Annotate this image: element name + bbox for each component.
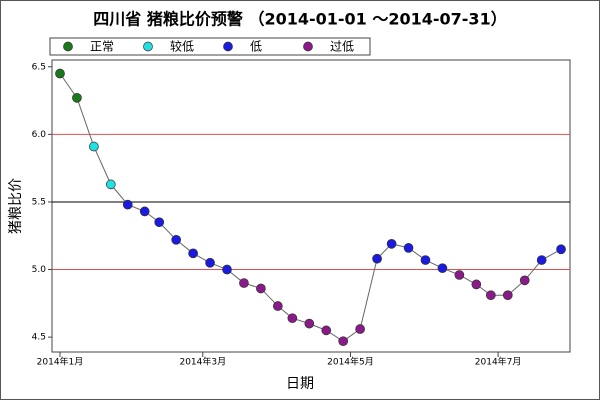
point: [304, 318, 315, 329]
connector: [359, 258, 378, 330]
point: [122, 199, 133, 210]
x-tick-label: 2014年1月: [37, 356, 84, 368]
x-tick-label: 2014年7月: [475, 356, 522, 368]
point: [321, 325, 332, 336]
point: [154, 217, 165, 228]
point: [272, 301, 283, 311]
chart-title: 四川省 猪粮比价预警 （2014-01-01 ～2014-07-31）: [93, 10, 506, 29]
point: [437, 263, 448, 274]
point: [287, 313, 298, 324]
point: [454, 270, 465, 280]
connector: [93, 146, 112, 185]
legend-box: [49, 37, 371, 56]
point: [72, 93, 82, 103]
point: [471, 279, 482, 290]
point: [485, 290, 496, 301]
legend-marker: [63, 41, 73, 52]
point: [502, 290, 513, 301]
point: [372, 253, 382, 264]
point: [338, 336, 349, 347]
point: [256, 283, 266, 294]
point: [355, 324, 365, 334]
point: [386, 239, 397, 249]
point: [222, 264, 232, 275]
y-tick-label: 6.0: [32, 130, 47, 140]
point: [188, 248, 198, 259]
x-tick-label: 2014年3月: [179, 356, 226, 368]
plot-area: [51, 59, 571, 353]
connector: [59, 73, 78, 99]
point: [239, 278, 249, 288]
y-tick-label: 5.0: [32, 265, 47, 275]
point: [403, 243, 414, 253]
y-tick-label: 4.5: [32, 333, 46, 343]
x-axis-label: 日期: [286, 376, 314, 392]
legend-label: 较低: [170, 39, 194, 54]
y-tick-label: 5.5: [32, 197, 46, 207]
point: [89, 141, 99, 152]
point: [420, 255, 431, 265]
y-tick-label: 6.5: [32, 62, 46, 72]
point: [139, 206, 150, 217]
legend-label: 过低: [330, 40, 354, 54]
connector: [76, 97, 95, 147]
point: [55, 68, 65, 79]
legend-marker: [143, 41, 153, 52]
point: [536, 255, 547, 265]
y-axis-label: 猪粮比价: [8, 178, 24, 234]
point: [205, 257, 215, 268]
legend-marker: [223, 41, 233, 52]
point: [105, 179, 116, 190]
x-tick-label: 2014年5月: [327, 356, 374, 368]
legend-label: 正常: [90, 40, 114, 54]
legend-label: 低: [250, 40, 262, 54]
point: [171, 234, 182, 245]
point: [556, 244, 566, 255]
point: [519, 275, 530, 286]
legend-marker: [303, 41, 313, 52]
